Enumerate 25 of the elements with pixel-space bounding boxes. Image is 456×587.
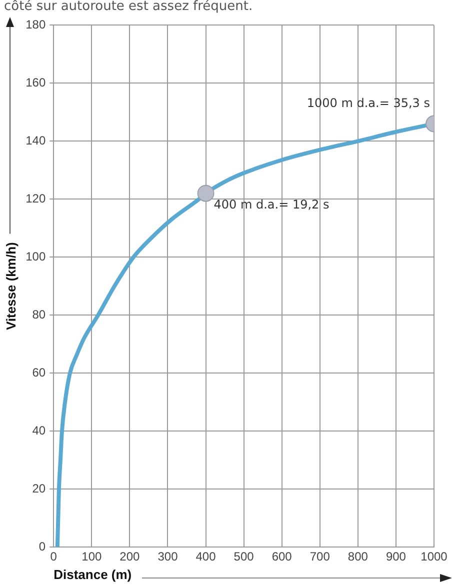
annotation: 400 m d.a.= 19,2 s [214,197,330,212]
x-tick-label: 100 [82,550,102,564]
x-tick-label: 500 [234,550,254,564]
y-tick-label: 60 [32,365,46,380]
y-tick-label: 120 [26,191,46,206]
x-tick-label: 0 [50,550,58,564]
x-tick-label: 700 [310,550,330,564]
y-axis-title: Vitesse (km/h) [3,242,18,330]
y-tick-label: 160 [26,75,46,90]
y-tick-label: 140 [26,133,46,148]
y-tick-label: 180 [26,18,46,32]
x-tick-label: 800 [348,550,368,564]
x-axis-title: Distance (m) [54,566,132,582]
y-tick-label: 80 [32,307,46,322]
y-tick-label: 20 [32,481,46,496]
x-tick-label: 400 [196,550,216,564]
x-tick-label: 900 [386,550,406,564]
y-tick-label: 100 [26,249,46,264]
x-tick-label: 200 [120,550,140,564]
annotation: 1000 m d.a.= 35,3 s [306,96,430,110]
y-tick-label: 0 [38,539,46,554]
y-tick-label: 40 [32,423,46,438]
x-tick-label: 1000 [420,550,448,564]
x-tick-label: 300 [158,550,178,564]
x-tick-label: 600 [272,550,292,564]
